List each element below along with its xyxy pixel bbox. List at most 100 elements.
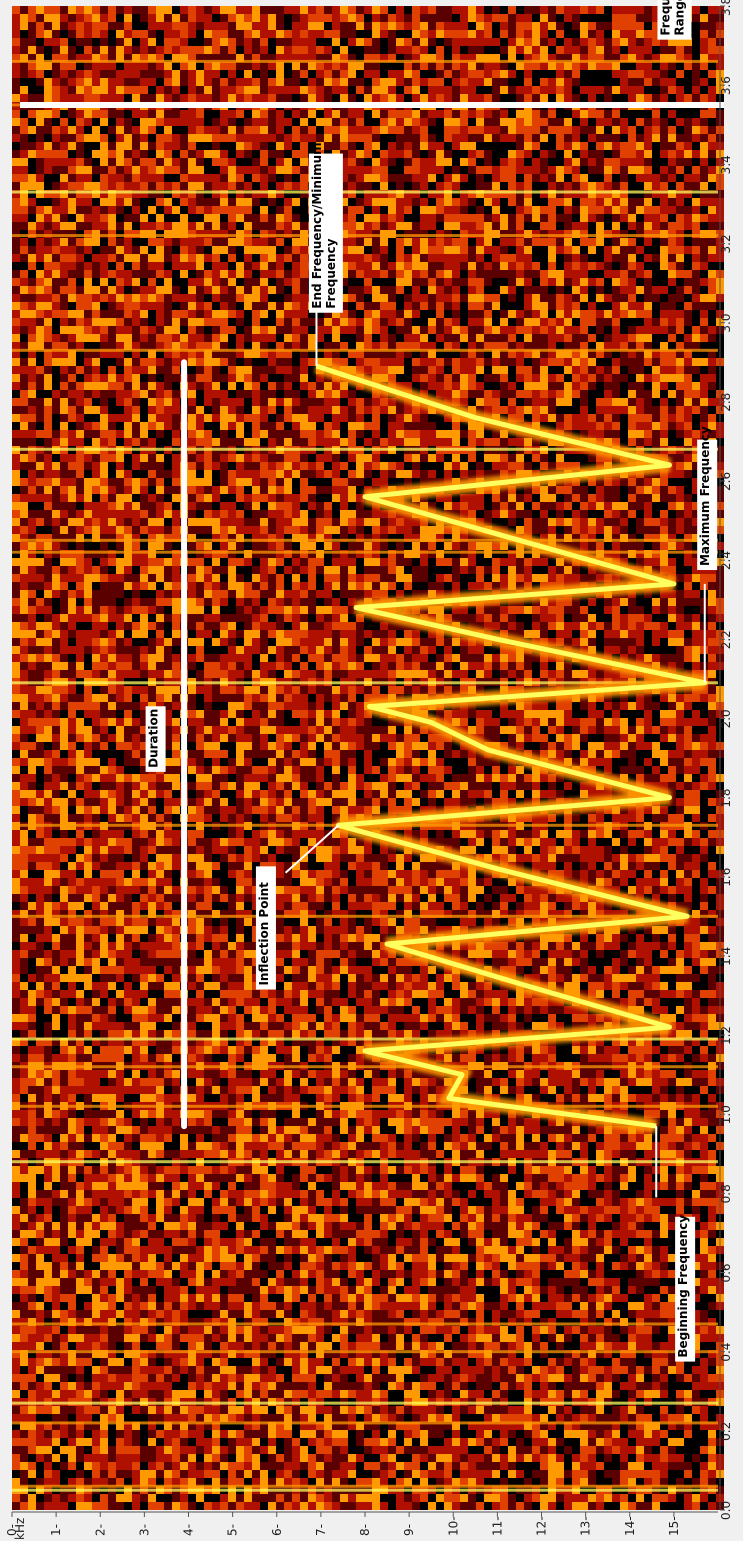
noise-cell [532, 238, 540, 246]
noise-cell [548, 310, 556, 318]
noise-cell [572, 166, 580, 174]
noise-cell [132, 382, 140, 390]
noise-cell [236, 430, 244, 438]
noise-cell [556, 230, 564, 238]
noise-cell [652, 86, 660, 94]
noise-cell [660, 110, 668, 118]
noise-cell [636, 278, 644, 286]
noise-cell [436, 318, 444, 326]
noise-cell [508, 206, 516, 214]
noise-cell [628, 134, 636, 142]
noise-cell [108, 158, 116, 166]
noise-cell [540, 358, 548, 366]
noise-cell [700, 222, 708, 230]
noise-cell [252, 350, 260, 358]
noise-cell [668, 94, 676, 102]
noise-cell [132, 246, 140, 254]
noise-cell [220, 198, 228, 206]
noise-cell [428, 246, 436, 254]
noise-cell [660, 94, 668, 102]
noise-cell [68, 214, 76, 222]
noise-cell [532, 158, 540, 166]
noise-cell [668, 62, 676, 70]
noise-cell [532, 150, 540, 158]
noise-cell [508, 326, 516, 334]
noise-cell [652, 406, 660, 414]
noise-cell [540, 230, 548, 238]
noise-cell [628, 190, 636, 198]
noise-cell [380, 430, 388, 438]
noise-cell [572, 6, 580, 14]
noise-cell [452, 270, 460, 278]
noise-cell [156, 206, 164, 214]
noise-cell [52, 142, 60, 150]
noise-cell [388, 270, 396, 278]
noise-cell [36, 118, 44, 126]
noise-cell [436, 438, 444, 446]
noise-cell [60, 38, 68, 46]
noise-cell [708, 6, 716, 14]
noise-cell [60, 126, 68, 134]
noise-cell [508, 350, 516, 358]
noise-cell [236, 86, 244, 94]
noise-cell [228, 182, 236, 190]
noise-cell [12, 206, 20, 214]
noise-cell [588, 214, 596, 222]
noise-cell [516, 342, 524, 350]
noise-cell [676, 270, 684, 278]
noise-cell [124, 326, 132, 334]
noise-cell [132, 22, 140, 30]
noise-cell [396, 70, 404, 78]
noise-cell [708, 334, 716, 342]
noise-cell [636, 22, 644, 30]
noise-cell [220, 166, 228, 174]
noise-cell [452, 382, 460, 390]
noise-cell [204, 94, 212, 102]
noise-cell [52, 174, 60, 182]
noise-cell [116, 430, 124, 438]
noise-cell [636, 166, 644, 174]
noise-cell [220, 182, 228, 190]
noise-cell [596, 38, 604, 46]
noise-cell [404, 326, 412, 334]
noise-cell [156, 278, 164, 286]
noise-cell [116, 54, 124, 62]
noise-cell [500, 398, 508, 406]
noise-cell [300, 54, 308, 62]
noise-cell [396, 134, 404, 142]
noise-cell [604, 110, 612, 118]
noise-cell [228, 414, 236, 422]
noise-cell [596, 22, 604, 30]
noise-cell [84, 38, 92, 46]
noise-cell [492, 238, 500, 246]
noise-cell [164, 94, 172, 102]
noise-cell [36, 230, 44, 238]
noise-cell [172, 182, 180, 190]
noise-cell [132, 430, 140, 438]
noise-cell [644, 182, 652, 190]
noise-cell [188, 318, 196, 326]
noise-cell [164, 374, 172, 382]
noise-cell [372, 374, 380, 382]
noise-cell [492, 318, 500, 326]
noise-cell [148, 78, 156, 86]
noise-cell [12, 294, 20, 302]
noise-cell [68, 366, 76, 374]
noise-cell [708, 382, 716, 390]
noise-cell [380, 174, 388, 182]
noise-cell [292, 278, 300, 286]
noise-cell [652, 366, 660, 374]
noise-cell [348, 126, 356, 134]
noise-cell [268, 294, 276, 302]
noise-cell [260, 414, 268, 422]
noise-cell [196, 414, 204, 422]
noise-cell [372, 342, 380, 350]
noise-cell [684, 150, 692, 158]
noise-cell [540, 390, 548, 398]
noise-cell [300, 94, 308, 102]
noise-cell [68, 334, 76, 342]
noise-cell [636, 294, 644, 302]
noise-cell [172, 142, 180, 150]
noise-cell [620, 238, 628, 246]
noise-cell [428, 222, 436, 230]
